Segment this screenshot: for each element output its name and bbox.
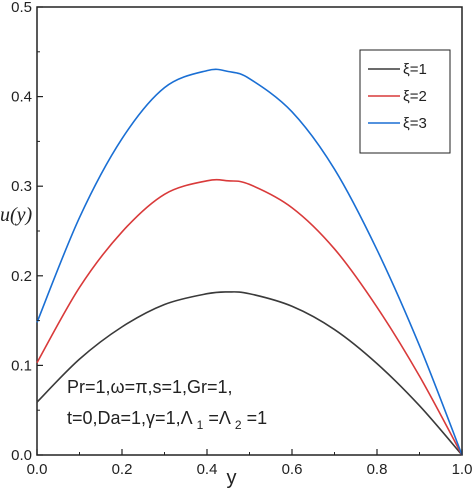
x-tick-label: 0.2 (112, 461, 133, 478)
annotation-subscript-2: 2 (235, 418, 242, 432)
series-group (36, 68, 463, 456)
legend: ξ=1 ξ=2 ξ=3 (359, 49, 451, 154)
x-axis: 0.0 0.2 0.4 0.6 0.8 1.0 (27, 449, 473, 478)
x-tick-label: 0.0 (27, 461, 48, 478)
y-tick-label: 0.5 (11, 0, 32, 16)
y-tick-label: 0.1 (11, 357, 32, 374)
annotation-subscript-1: 1 (197, 418, 204, 432)
annotation-part-1: t=0,Da=1,γ=1,Λ (67, 408, 193, 428)
legend-label-1: ξ=1 (403, 61, 427, 78)
annotation-line-2: t=0,Da=1,γ=1,Λ 1 =Λ 2 =1 (67, 408, 267, 433)
y-tick-label: 0.0 (11, 447, 32, 464)
y-tick-label: 0.3 (11, 178, 32, 195)
annotation-line-1: Pr=1,ω=π,s=1,Gr=1, (67, 377, 233, 397)
annotation-part-2: =Λ (208, 408, 231, 428)
legend-box (359, 49, 451, 154)
y-axis: 0.0 0.1 0.2 0.3 0.4 0.5 (11, 0, 43, 464)
legend-label-3: ξ=3 (403, 115, 427, 132)
annotation-part-3: =1 (247, 408, 268, 428)
series-line-2 (36, 178, 463, 456)
x-axis-label: y (227, 467, 237, 488)
parameter-annotation: Pr=1,ω=π,s=1,Gr=1, t=0,Da=1,γ=1,Λ 1 =Λ 2… (67, 377, 267, 433)
x-tick-label: 0.6 (282, 461, 303, 478)
legend-label-2: ξ=2 (403, 88, 427, 105)
x-tick-label: 1.0 (452, 461, 473, 478)
series-line-1 (36, 291, 463, 456)
y-tick-label: 0.4 (11, 89, 32, 106)
y-axis-label: u(y) (0, 204, 33, 226)
x-tick-label: 0.8 (367, 461, 388, 478)
series-line-3 (36, 68, 463, 456)
y-tick-label: 0.2 (11, 268, 32, 285)
x-tick-label: 0.4 (197, 461, 218, 478)
